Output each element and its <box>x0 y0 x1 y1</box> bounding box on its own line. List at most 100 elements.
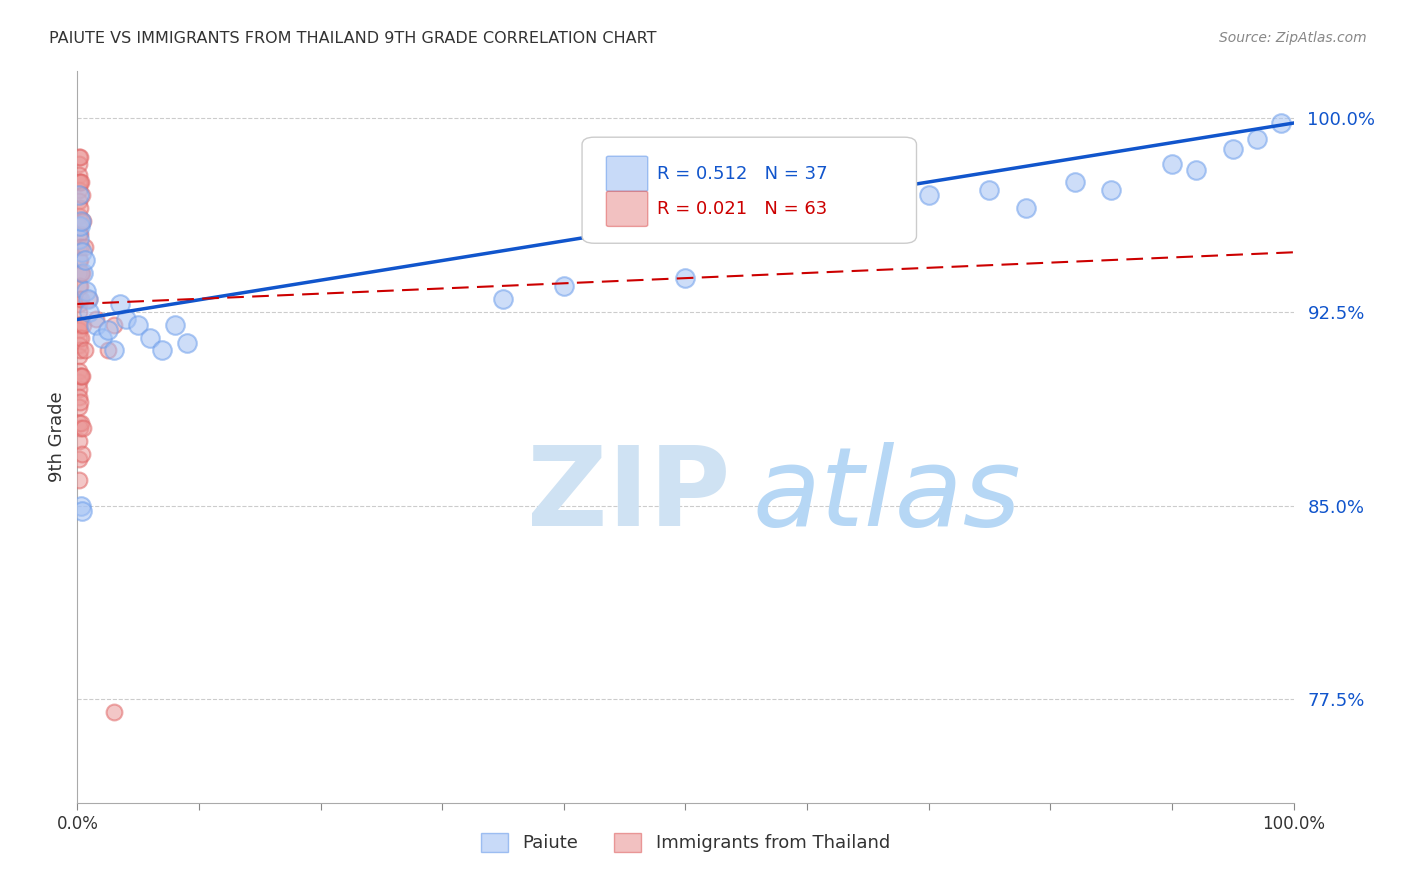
Point <box>492 292 515 306</box>
Point <box>103 343 125 358</box>
Point <box>69 176 91 190</box>
Point <box>67 297 90 311</box>
Point <box>67 338 90 352</box>
Point <box>115 312 138 326</box>
Point <box>67 278 90 293</box>
Point <box>67 434 90 448</box>
Point <box>70 369 93 384</box>
Point <box>67 194 90 208</box>
Point <box>67 209 90 223</box>
Point <box>72 266 94 280</box>
Point <box>70 176 93 190</box>
Point <box>69 150 91 164</box>
Text: ZIP: ZIP <box>527 442 731 549</box>
Point <box>69 343 91 358</box>
Point <box>69 202 91 216</box>
Point <box>1270 116 1292 130</box>
Point <box>70 369 93 384</box>
Point <box>67 176 90 190</box>
Point <box>70 214 93 228</box>
Point <box>67 364 90 378</box>
Point <box>67 452 90 467</box>
Point <box>1099 183 1122 197</box>
Point <box>67 473 90 487</box>
Point <box>67 219 90 234</box>
Point <box>70 416 93 430</box>
Point <box>69 219 91 234</box>
Point <box>72 214 94 228</box>
Legend: Paiute, Immigrants from Thailand: Paiute, Immigrants from Thailand <box>474 826 897 860</box>
Point <box>67 304 90 318</box>
Point <box>67 157 90 171</box>
Point <box>67 375 90 389</box>
Point <box>67 227 90 242</box>
Point <box>152 343 174 358</box>
Point <box>72 421 94 435</box>
Point <box>67 150 90 164</box>
Point <box>73 253 96 268</box>
Point <box>69 421 91 435</box>
Text: Source: ZipAtlas.com: Source: ZipAtlas.com <box>1219 31 1367 45</box>
Point <box>67 416 90 430</box>
Point <box>79 304 101 318</box>
Point <box>67 240 90 254</box>
Point <box>69 227 91 242</box>
Point <box>84 312 107 326</box>
Point <box>70 266 93 280</box>
Point <box>67 232 90 246</box>
Point <box>73 240 96 254</box>
Point <box>979 183 1001 197</box>
Point <box>553 278 575 293</box>
Point <box>97 323 120 337</box>
Point <box>67 382 90 396</box>
Point <box>1063 176 1085 190</box>
Point <box>69 395 91 409</box>
Point <box>103 318 125 332</box>
Point <box>75 284 97 298</box>
Point <box>90 330 112 344</box>
Point <box>67 183 90 197</box>
Point <box>1161 157 1184 171</box>
Point <box>1222 142 1244 156</box>
Point <box>67 349 90 363</box>
Point <box>69 318 91 332</box>
Point <box>69 253 91 268</box>
Point <box>70 240 93 254</box>
Point <box>84 318 107 332</box>
Text: PAIUTE VS IMMIGRANTS FROM THAILAND 9TH GRADE CORRELATION CHART: PAIUTE VS IMMIGRANTS FROM THAILAND 9TH G… <box>49 31 657 46</box>
Point <box>70 188 93 202</box>
Point <box>97 343 120 358</box>
Point <box>70 447 93 461</box>
Point <box>72 318 94 332</box>
Point <box>67 188 90 202</box>
Text: R = 0.512   N = 37: R = 0.512 N = 37 <box>658 165 828 183</box>
Point <box>103 706 125 720</box>
Point <box>127 318 149 332</box>
Point <box>69 278 91 293</box>
Point <box>77 292 100 306</box>
Point <box>67 390 90 404</box>
Point <box>176 335 198 350</box>
Point <box>108 297 131 311</box>
Point <box>67 253 90 268</box>
Point <box>67 318 90 332</box>
Point <box>70 499 93 513</box>
Point <box>1015 202 1038 216</box>
Point <box>79 292 101 306</box>
Point <box>70 292 93 306</box>
Point <box>1246 131 1268 145</box>
Point <box>70 245 93 260</box>
FancyBboxPatch shape <box>606 156 648 191</box>
FancyBboxPatch shape <box>606 191 648 227</box>
Point <box>67 401 90 415</box>
Point <box>67 266 90 280</box>
Text: R = 0.021   N = 63: R = 0.021 N = 63 <box>658 200 828 218</box>
Point <box>67 323 90 337</box>
Point <box>73 343 96 358</box>
Point <box>675 271 697 285</box>
Point <box>67 330 90 344</box>
Point <box>70 214 93 228</box>
Point <box>70 266 93 280</box>
Point <box>856 194 879 208</box>
Point <box>67 292 90 306</box>
